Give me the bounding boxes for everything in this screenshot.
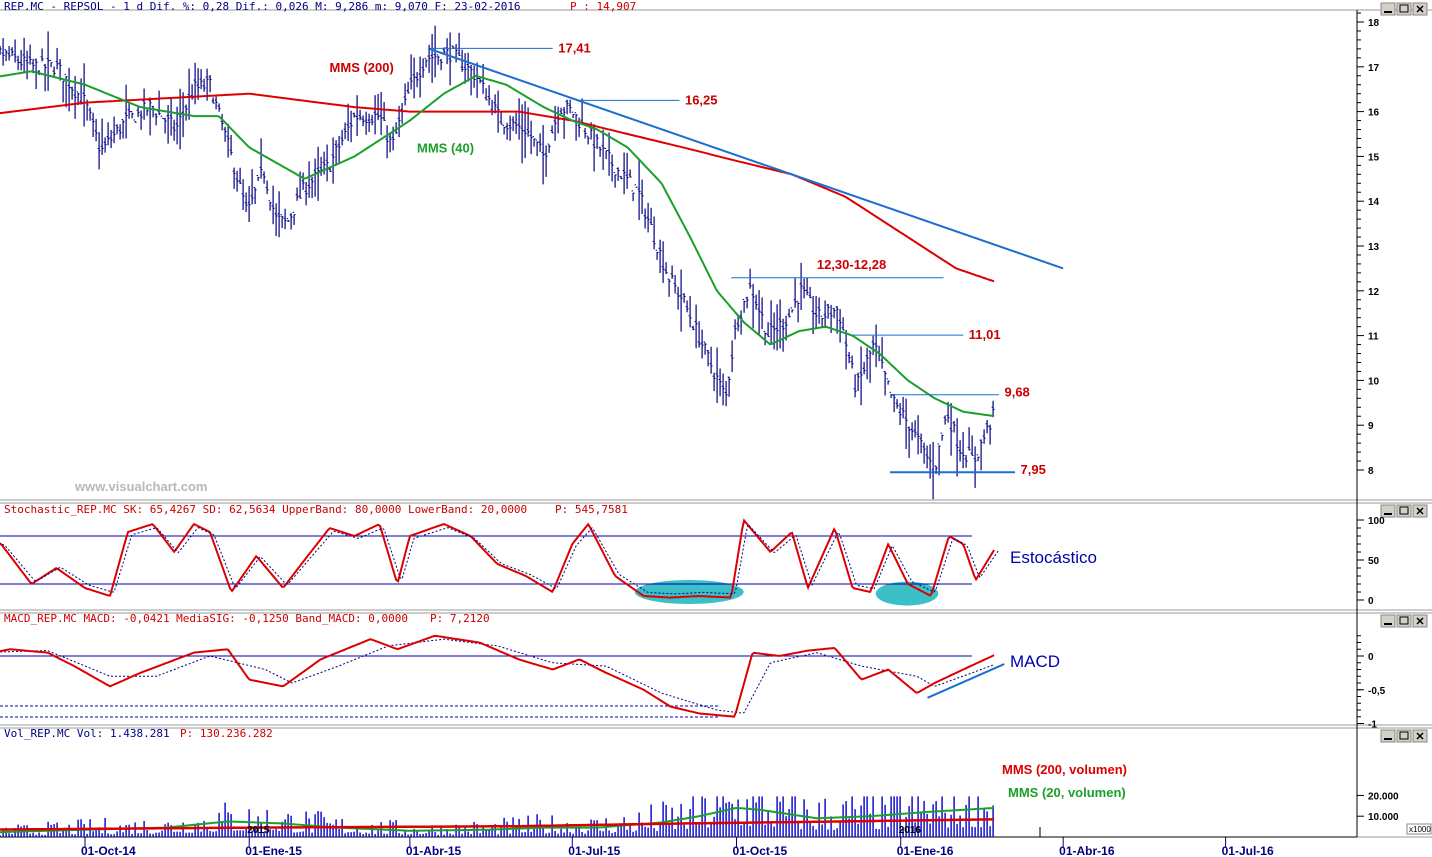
stoch-k-line	[0, 518, 995, 599]
minimize-button[interactable]	[1380, 2, 1396, 16]
macd-line	[0, 634, 995, 718]
x-tick-label: 01-Jul-15	[568, 844, 620, 857]
price-y-tick-label: 8	[1368, 466, 1374, 477]
close-button[interactable]	[1412, 729, 1428, 743]
year-2016-label: 2016	[899, 825, 922, 836]
macd-y-tick-label: 0	[1368, 652, 1374, 663]
label-16-25: 16,25	[685, 92, 718, 107]
macd-trendline	[927, 663, 1005, 699]
price-window-buttons	[1380, 2, 1428, 16]
panel-frames	[0, 9, 1432, 838]
macd-header: MACD_REP.MC MACD: -0,0421 MediaSIG: -0,1…	[4, 612, 408, 625]
price-y-tick-label: 12	[1368, 287, 1380, 298]
label-12-30: 12,30-12,28	[817, 257, 886, 272]
stoch-y-tick-label: 0	[1368, 596, 1374, 607]
x-tick-label: 01-Abr-15	[406, 844, 462, 857]
price-header-p: P : 14,907	[570, 0, 636, 13]
close-button[interactable]	[1412, 504, 1428, 518]
watermark: www.visualchart.com	[74, 479, 207, 494]
macd-label: MACD	[1010, 652, 1060, 671]
vol-unit-label: x1000	[1409, 825, 1431, 834]
close-button[interactable]	[1412, 614, 1428, 628]
macd-window-buttons	[1380, 614, 1428, 628]
price-header: REP.MC - REPSOL - 1 d Dif. %: 0,28 Dif.:…	[4, 0, 521, 13]
label-17-41: 17,41	[558, 40, 591, 55]
x-tick-label: 01-Oct-15	[733, 844, 788, 857]
price-y-tick-label: 9	[1368, 421, 1374, 432]
macd-layer	[0, 634, 1005, 718]
maximize-button[interactable]	[1396, 2, 1412, 16]
stoch-header: Stochastic_REP.MC SK: 65,4267 SD: 62,563…	[4, 503, 527, 516]
price-y-tick-label: 18	[1368, 18, 1380, 29]
macd-y-tick-label: -1	[1368, 720, 1377, 731]
minimize-button[interactable]	[1380, 504, 1396, 518]
stoch-y-tick-label: 50	[1368, 556, 1380, 567]
price-y-tick-label: 11	[1368, 332, 1379, 343]
x-tick-label: 01-Ene-16	[897, 844, 954, 857]
minimize-button[interactable]	[1380, 729, 1396, 743]
close-button[interactable]	[1412, 2, 1428, 16]
label-7-95: 7,95	[1021, 462, 1046, 477]
maximize-button[interactable]	[1396, 504, 1412, 518]
annotation-layer: 17,41 16,25 12,30-12,28 11,01 9,68 7,95 MMS (2…	[330, 40, 1046, 477]
vol-header: Vol_REP.MC Vol: 1.438.281	[4, 727, 170, 740]
price-layer	[0, 25, 1064, 500]
label-11-01: 11,01	[969, 327, 1001, 342]
x-tick-label: 01-Ene-15	[245, 844, 302, 857]
price-y-tick-label: 13	[1368, 242, 1380, 253]
stoch-d-line	[0, 523, 999, 595]
price-trendline	[429, 47, 1064, 270]
year-2015-label: 2015	[247, 825, 270, 836]
vol-mms200-line	[0, 818, 995, 831]
x-tick-label: 01-Jul-16	[1222, 844, 1274, 857]
label-mms40: MMS (40)	[417, 140, 474, 155]
price-y-tick-label: 14	[1368, 197, 1380, 208]
macd-header-p: P: 7,2120	[430, 612, 490, 625]
mms200-vol-label: MMS (200, volumen)	[1002, 762, 1127, 777]
vol-header-p: P: 130.236.282	[180, 727, 273, 740]
vol-y-tick-label: 10.000	[1368, 812, 1399, 823]
stochastic-layer	[0, 518, 999, 606]
macd-y-tick-label: -0,5	[1368, 686, 1386, 697]
stoch-window-buttons	[1380, 504, 1428, 518]
price-y-tick-label: 16	[1368, 108, 1380, 119]
stoch-highlight	[875, 581, 939, 606]
x-tick-label: 01-Oct-14	[81, 844, 136, 857]
label-9-68: 9,68	[1004, 385, 1029, 400]
vol-unit-box	[1406, 823, 1432, 835]
price-y-tick-label: 10	[1368, 376, 1380, 387]
mms20-vol-label: MMS (20, volumen)	[1008, 785, 1126, 800]
price-y-tick-label: 15	[1368, 152, 1380, 163]
volume-layer: 2015 2016	[0, 796, 1041, 837]
mms40-line	[0, 70, 995, 418]
mms200-line	[0, 92, 995, 283]
maximize-button[interactable]	[1396, 729, 1412, 743]
macd-signal-line	[0, 638, 995, 714]
vol-window-buttons	[1380, 729, 1428, 743]
stoch-label: Estocástico	[1010, 548, 1097, 567]
stoch-y-tick-label: 100	[1368, 516, 1385, 527]
x-tick-label: 01-Abr-16	[1059, 844, 1115, 857]
minimize-button[interactable]	[1380, 614, 1396, 628]
maximize-button[interactable]	[1396, 614, 1412, 628]
price-y-tick-label: 17	[1368, 63, 1380, 74]
label-mms200: MMS (200)	[330, 60, 394, 75]
vol-y-tick-label: 20.000	[1368, 791, 1399, 802]
stoch-header-p: P: 545,7581	[555, 503, 628, 516]
